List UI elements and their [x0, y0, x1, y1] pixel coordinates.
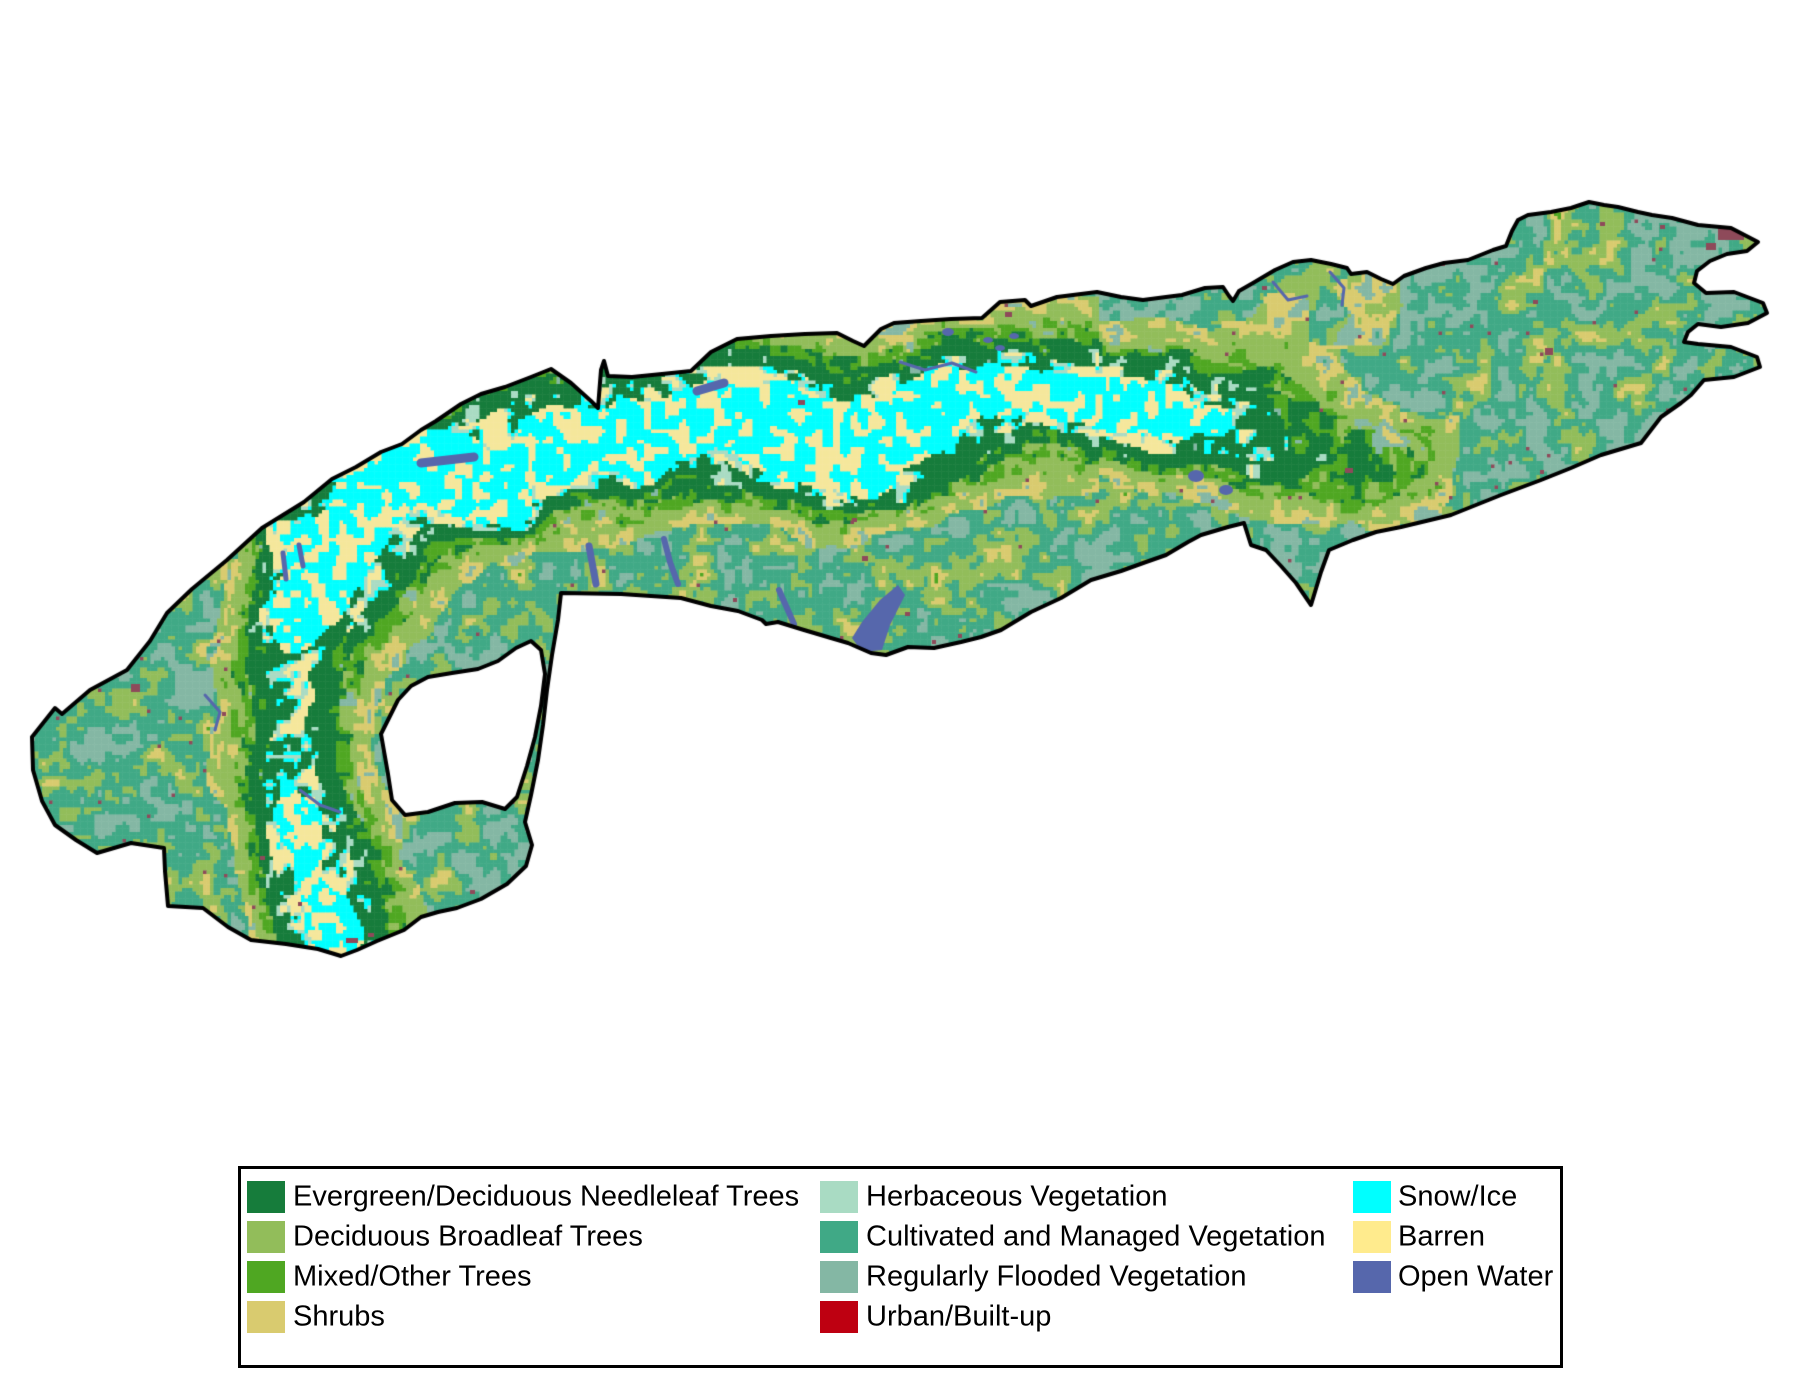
- legend-label-snow: Snow/Ice: [1398, 1180, 1518, 1213]
- legend-swatch-urban: [820, 1301, 858, 1333]
- legend-label-broadleaf: Deciduous Broadleaf Trees: [293, 1220, 643, 1253]
- legend-label-water: Open Water: [1398, 1260, 1554, 1293]
- legend-label-cultivated: Cultivated and Managed Vegetation: [866, 1220, 1326, 1253]
- legend-swatch-flooded: [820, 1261, 858, 1293]
- legend-swatch-broadleaf: [247, 1221, 285, 1253]
- legend-swatch-water: [1353, 1261, 1391, 1293]
- legend-swatch-needleleaf: [247, 1181, 285, 1213]
- legend-swatch-cultivated: [820, 1221, 858, 1253]
- legend-label-urban: Urban/Built-up: [866, 1300, 1052, 1333]
- legend-swatch-snow: [1353, 1181, 1391, 1213]
- legend-label-needleleaf: Evergreen/Deciduous Needleleaf Trees: [293, 1180, 800, 1213]
- legend-swatch-mixed: [247, 1261, 285, 1293]
- legend-swatch-shrubs: [247, 1301, 285, 1333]
- legend-label-barren: Barren: [1398, 1220, 1486, 1253]
- legend-label-herbaceous: Herbaceous Vegetation: [866, 1180, 1168, 1213]
- legend-label-mixed: Mixed/Other Trees: [293, 1260, 532, 1293]
- legend-swatch-barren: [1353, 1221, 1391, 1253]
- map-legend: Evergreen/Deciduous Needleleaf Trees Deci…: [238, 1166, 1563, 1368]
- legend-label-shrubs: Shrubs: [293, 1300, 385, 1333]
- legend-swatch-herbaceous: [820, 1181, 858, 1213]
- legend-label-flooded: Regularly Flooded Vegetation: [866, 1260, 1247, 1293]
